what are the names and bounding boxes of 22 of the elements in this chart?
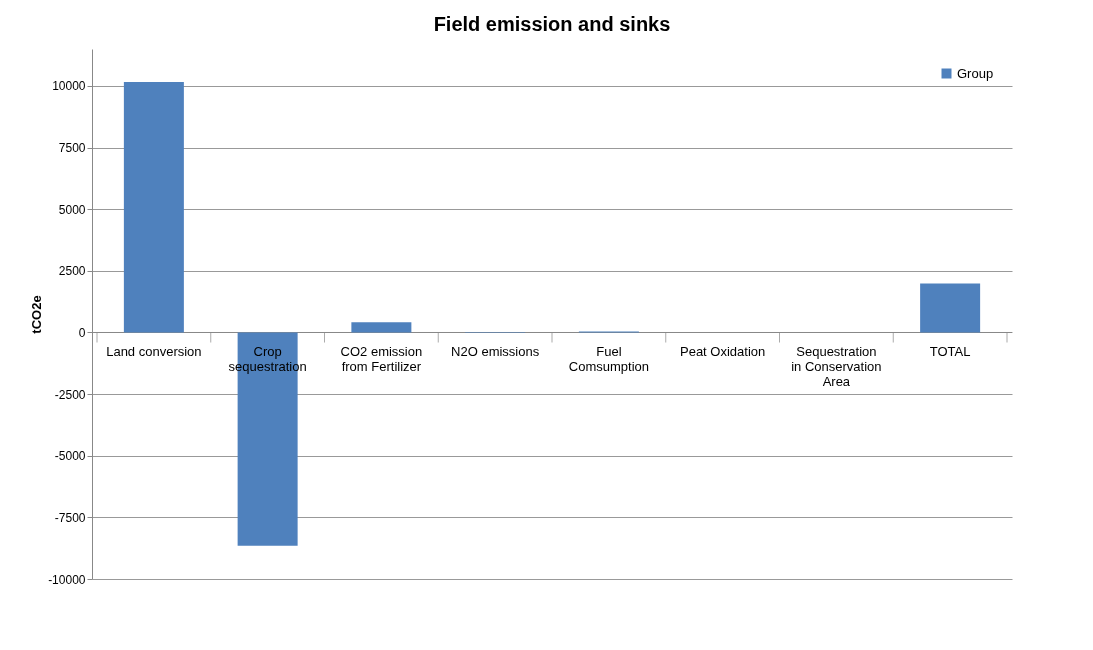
x-tick-label: TOTAL (929, 344, 971, 360)
y-tick-label: 5000 (58, 202, 86, 217)
legend-label: Group (957, 65, 994, 81)
x-tick-label: N2O emissions (451, 344, 540, 360)
y-tick-label: 7500 (58, 141, 86, 156)
y-tick-label: -10000 (48, 572, 86, 587)
x-tick-label: Sequestration in Conservation Area (791, 344, 882, 390)
y-tick-label: 0 (78, 325, 86, 340)
x-tick-label: Fuel Comsumption (568, 344, 649, 375)
y-tick-label: 10000 (52, 79, 86, 94)
bar (920, 283, 981, 333)
y-axis-title: tCO2e (29, 295, 45, 334)
y-tick-label: -5000 (54, 449, 86, 464)
y-tick-label: 2500 (58, 264, 86, 279)
x-tick-label: Land conversion (106, 344, 202, 360)
x-tick-label: Peat Oxidation (679, 344, 766, 360)
y-tick-label: -2500 (54, 387, 86, 402)
bar (123, 82, 184, 333)
bar (351, 322, 412, 333)
x-tick-label: CO2 emission from Fertilizer (340, 344, 423, 375)
y-tick-label: -7500 (54, 510, 86, 525)
chart-title: Field emission and sinks (433, 13, 671, 35)
